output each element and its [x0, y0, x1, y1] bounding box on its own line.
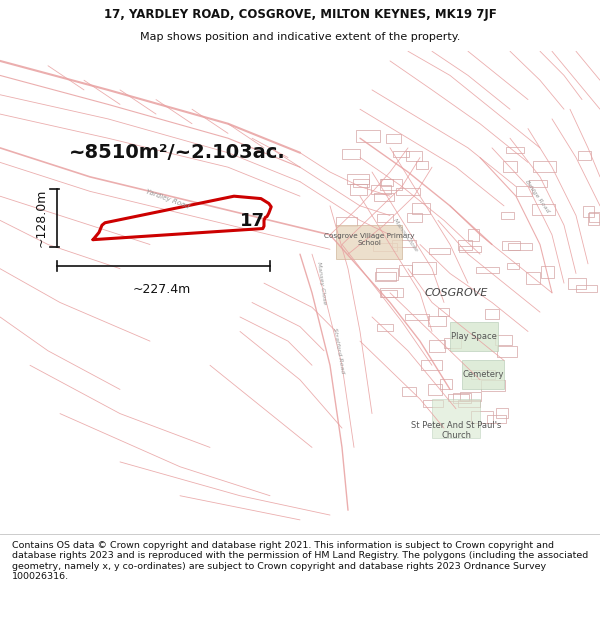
Text: Bridge Road: Bridge Road	[524, 179, 550, 214]
FancyBboxPatch shape	[336, 225, 402, 259]
Text: ~8510m²/~2.103ac.: ~8510m²/~2.103ac.	[69, 143, 286, 162]
Text: Mansey Close: Mansey Close	[316, 261, 326, 305]
Text: Map shows position and indicative extent of the property.: Map shows position and indicative extent…	[140, 32, 460, 42]
Text: Play Space: Play Space	[451, 332, 497, 341]
Text: 17: 17	[239, 213, 265, 230]
Text: Contains OS data © Crown copyright and database right 2021. This information is : Contains OS data © Crown copyright and d…	[12, 541, 588, 581]
Text: 17, YARDLEY ROAD, COSGROVE, MILTON KEYNES, MK19 7JF: 17, YARDLEY ROAD, COSGROVE, MILTON KEYNE…	[104, 8, 496, 21]
FancyBboxPatch shape	[432, 399, 480, 437]
Text: COSGROVE: COSGROVE	[424, 288, 488, 298]
FancyBboxPatch shape	[450, 322, 498, 351]
Text: Yardley Road: Yardley Road	[145, 188, 191, 209]
FancyBboxPatch shape	[462, 361, 504, 389]
Text: ~227.4m: ~227.4m	[133, 283, 191, 296]
Text: Cosgrove Village Primary
School: Cosgrove Village Primary School	[324, 233, 414, 246]
Text: Cemetery: Cemetery	[462, 371, 504, 379]
Text: Stratford Road: Stratford Road	[332, 328, 346, 374]
Text: ~128.0m: ~128.0m	[34, 189, 47, 247]
Text: St Peter And St Paul's
Church: St Peter And St Paul's Church	[411, 421, 501, 440]
Text: Manor Close: Manor Close	[392, 217, 418, 252]
